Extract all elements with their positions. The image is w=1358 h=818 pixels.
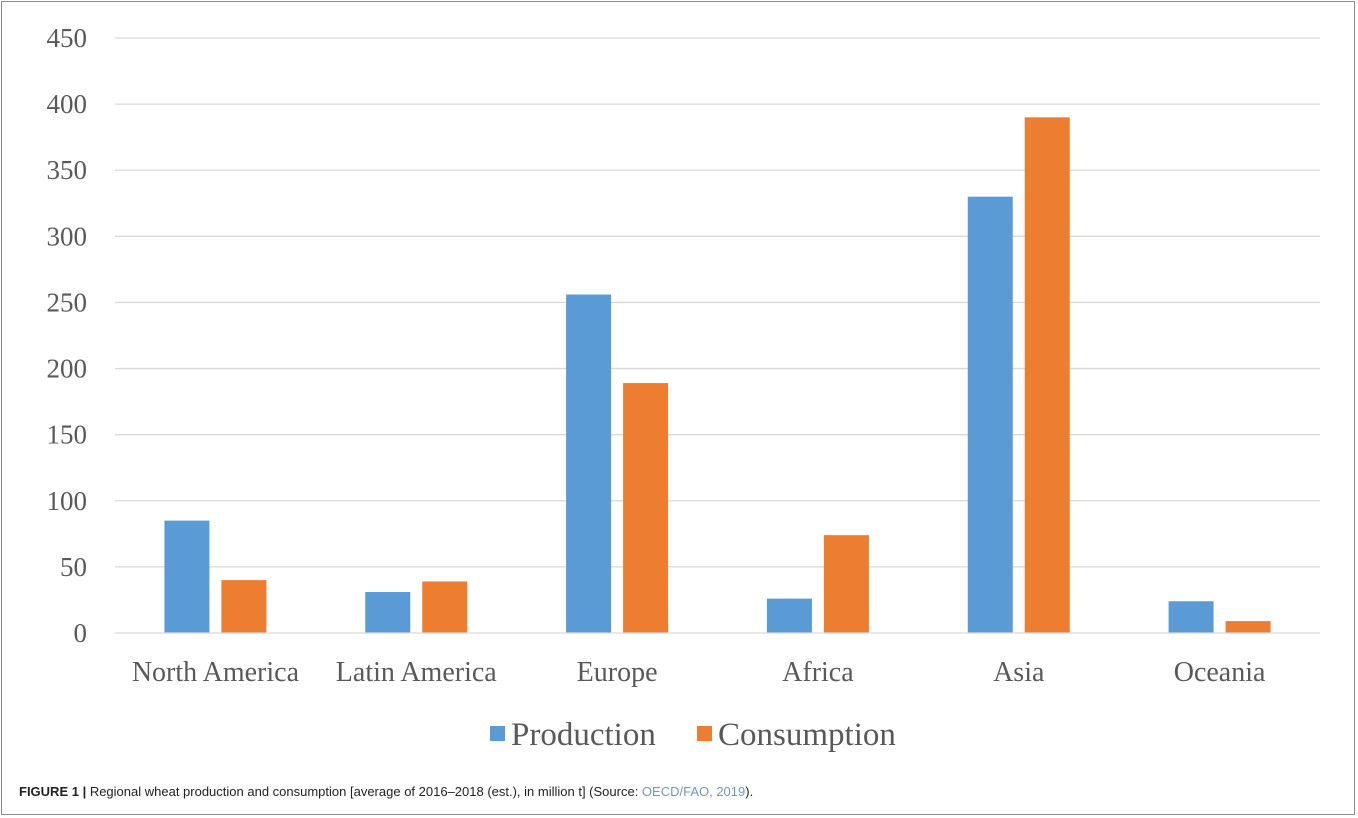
x-tick-label: Africa bbox=[782, 657, 854, 688]
x-axis-ticks: North America Latin America Europe Africa As… bbox=[132, 657, 1266, 688]
bars bbox=[164, 117, 1271, 634]
bar-production-asia bbox=[967, 196, 1013, 633]
y-tick-label: 250 bbox=[47, 287, 88, 317]
y-tick-label: 400 bbox=[47, 89, 88, 119]
bar-consumption-africa bbox=[823, 535, 869, 633]
bar-consumption-latin-america bbox=[422, 581, 468, 633]
bar-production-africa bbox=[766, 598, 812, 633]
y-tick-label: 50 bbox=[60, 552, 87, 582]
bar-consumption-asia bbox=[1024, 117, 1070, 634]
figure-label: FIGURE 1 | bbox=[19, 784, 87, 799]
legend-swatch-production bbox=[490, 726, 505, 741]
legend: Production Consumption bbox=[490, 717, 896, 753]
y-tick-label: 350 bbox=[47, 155, 88, 185]
x-tick-label: Latin America bbox=[336, 657, 498, 688]
legend-swatch-consumption bbox=[697, 726, 712, 741]
y-axis-ticks: 0 50 100 150 200 250 300 350 400 450 bbox=[47, 23, 88, 648]
y-tick-label: 100 bbox=[47, 486, 88, 516]
bar-consumption-oceania bbox=[1225, 621, 1271, 633]
bar-production-europe bbox=[566, 294, 612, 633]
x-tick-label: North America bbox=[132, 657, 300, 688]
y-tick-label: 300 bbox=[47, 221, 88, 251]
y-tick-label: 450 bbox=[47, 23, 88, 53]
legend-label-production: Production bbox=[511, 717, 656, 753]
legend-label-consumption: Consumption bbox=[718, 717, 896, 753]
caption-reference-link[interactable]: OECD/FAO, 2019 bbox=[641, 784, 746, 799]
y-tick-label: 200 bbox=[47, 354, 88, 384]
caption-end: ). bbox=[745, 784, 754, 799]
x-tick-label: Asia bbox=[993, 657, 1045, 688]
bar-consumption-europe bbox=[623, 383, 669, 633]
bar-chart: 0 50 100 150 200 250 300 350 400 450 North Americ… bbox=[47, 23, 1320, 753]
x-tick-label: Oceania bbox=[1174, 657, 1266, 688]
bar-production-oceania bbox=[1168, 601, 1214, 633]
bar-production-north-america bbox=[164, 520, 210, 633]
x-tick-label: Europe bbox=[577, 657, 658, 688]
caption-text: Regional wheat production and consumptio… bbox=[86, 784, 642, 799]
bar-production-latin-america bbox=[365, 592, 411, 633]
figure-caption: FIGURE 1 | Regional wheat production and… bbox=[19, 784, 753, 799]
bar-consumption-north-america bbox=[221, 580, 267, 633]
y-tick-label: 150 bbox=[47, 420, 88, 450]
gridlines bbox=[115, 37, 1320, 568]
y-tick-label: 0 bbox=[74, 618, 88, 648]
